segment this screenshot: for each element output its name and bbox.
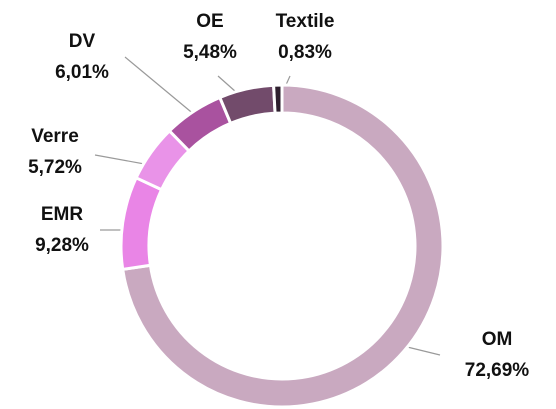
donut-slice [120,83,445,409]
leader-line [94,154,151,166]
category-label: OE [196,11,223,32]
value-label: 0,83% [278,42,332,63]
value-label: 9,28% [35,235,89,256]
category-label: DV [69,31,96,52]
donut-slice [217,83,277,126]
value-label: 5,72% [28,157,82,178]
donut-slice [272,83,284,115]
category-label: Textile [276,11,335,32]
category-label: OM [482,329,513,350]
value-label: 6,01% [55,62,109,83]
donut-slice [119,175,164,272]
leader-line [124,56,197,117]
category-label: EMR [41,204,84,225]
value-label: 5,48% [183,42,237,63]
category-label: Verre [31,126,79,147]
value-label: 72,69% [465,360,530,381]
